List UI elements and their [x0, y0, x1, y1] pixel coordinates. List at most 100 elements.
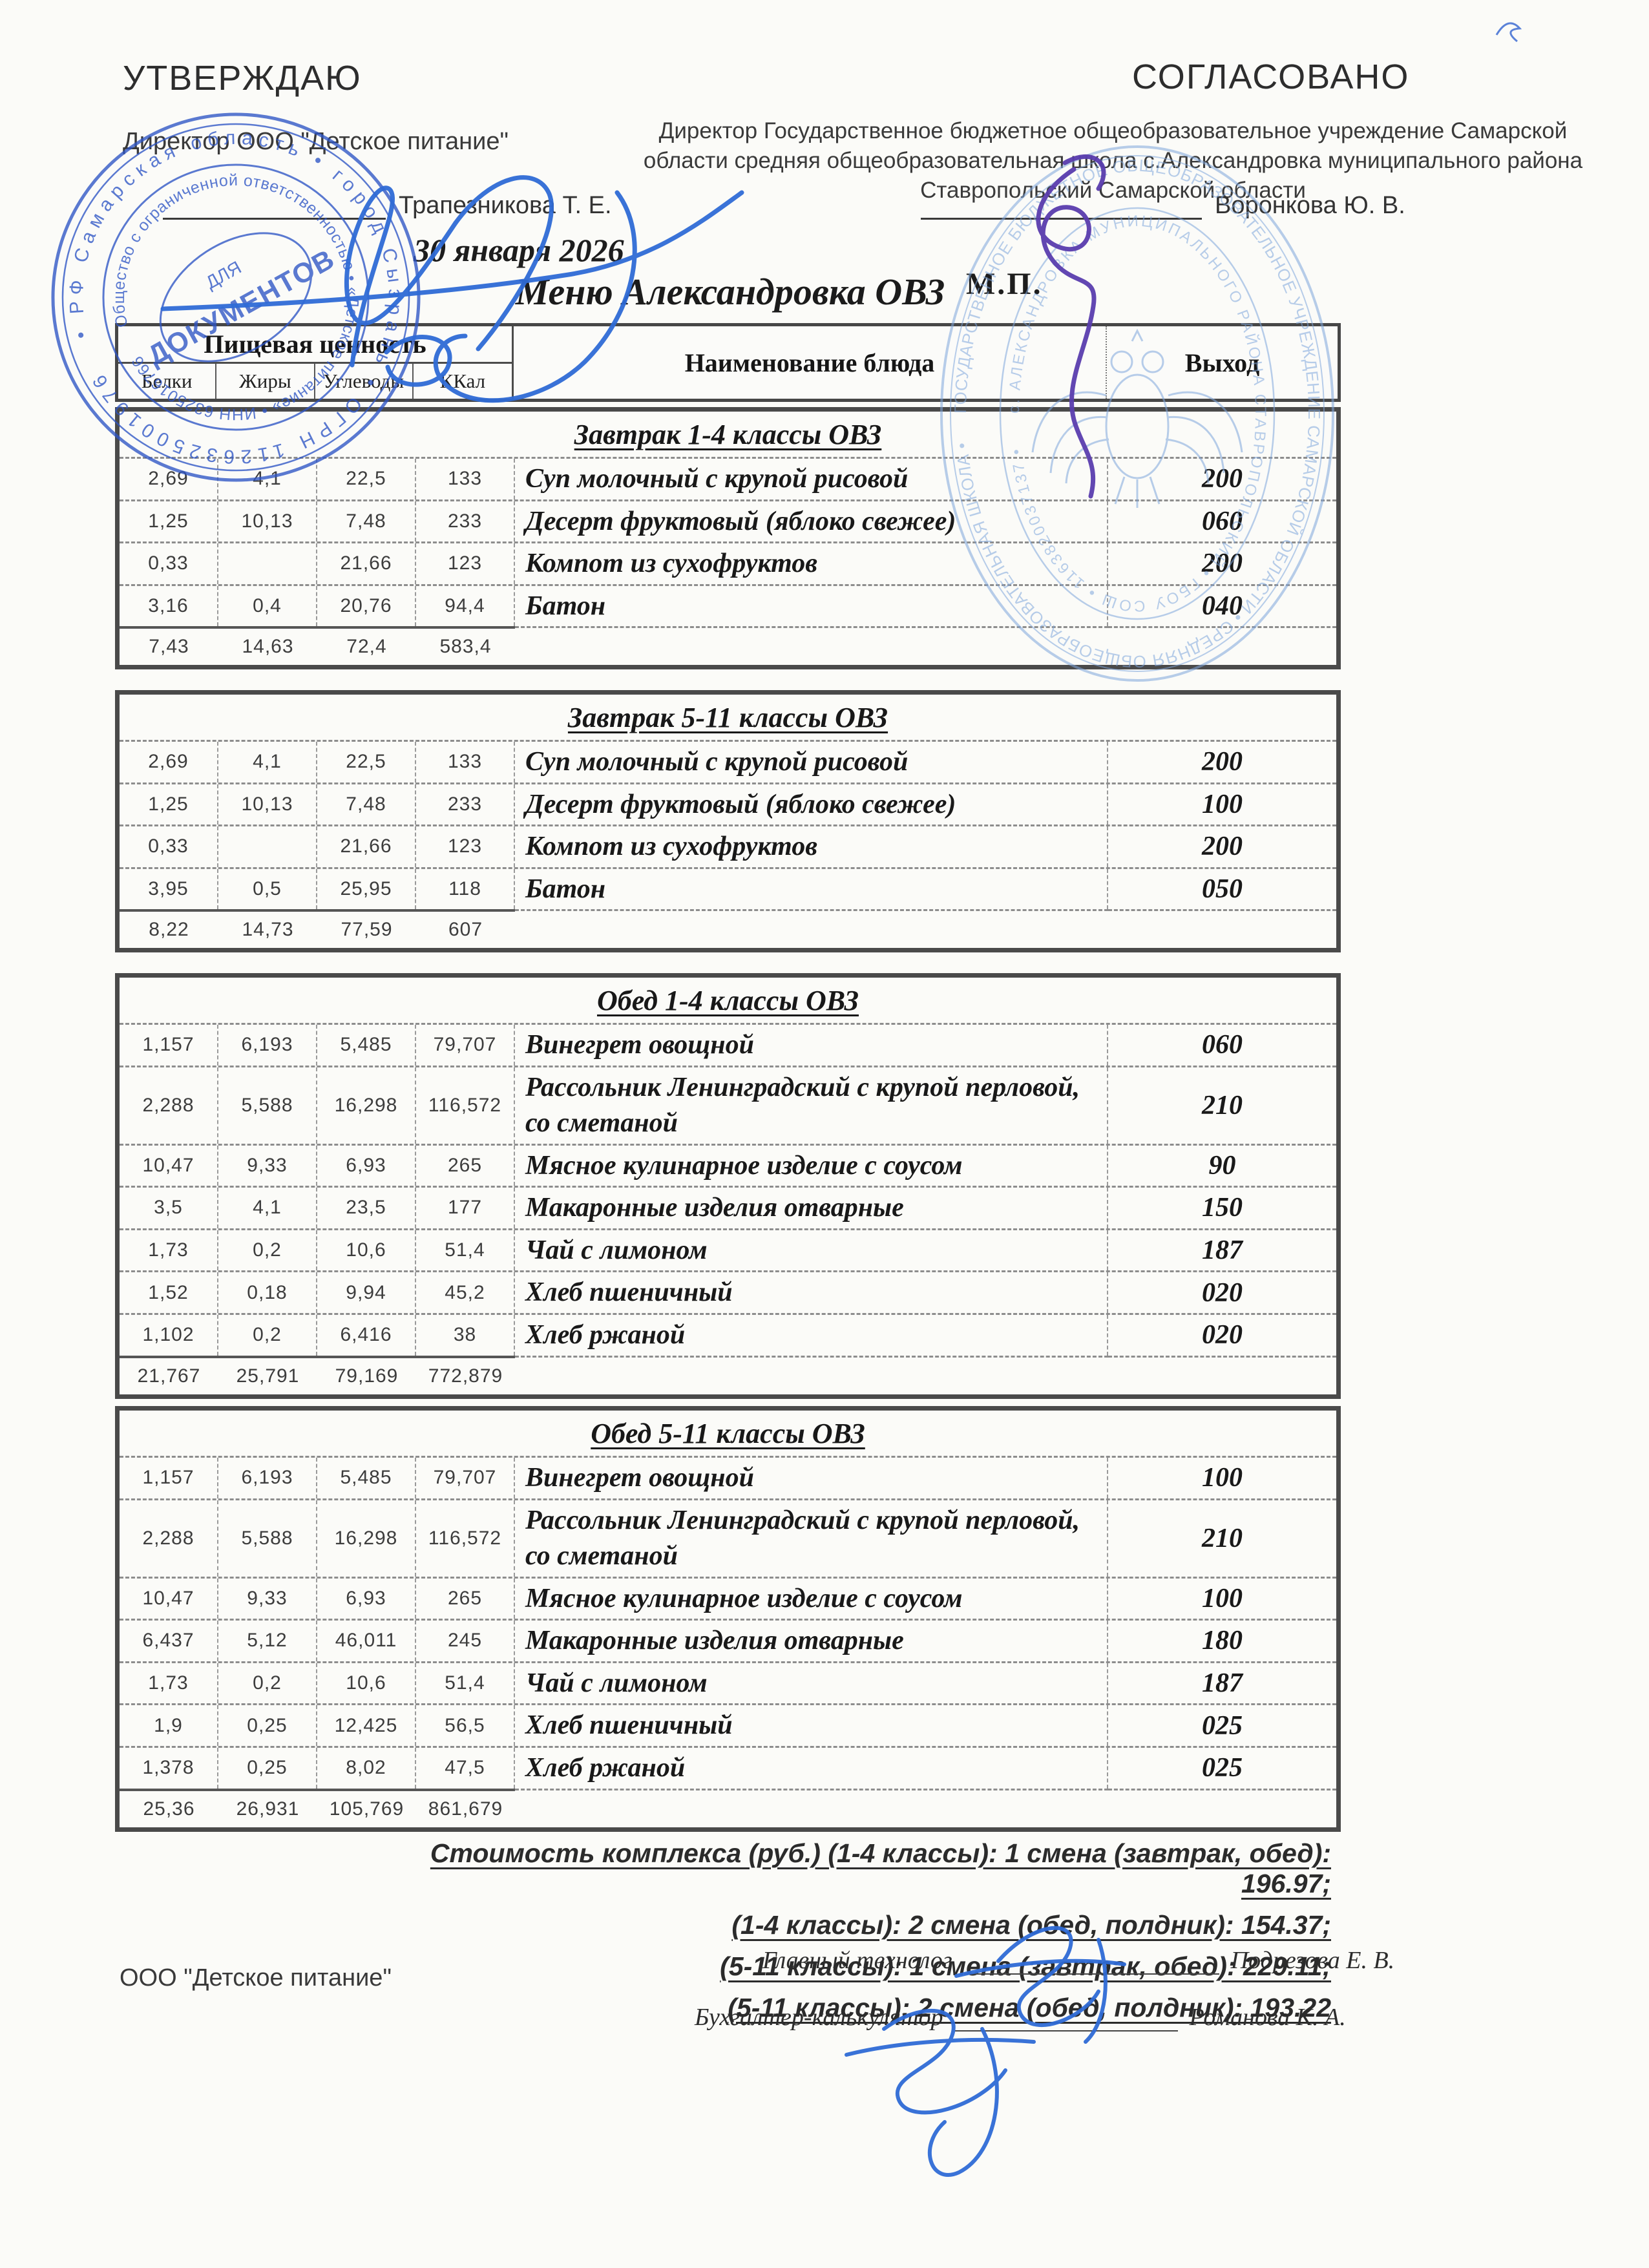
nutrition-value: 0,18	[218, 1272, 317, 1313]
output-weight: 200	[1202, 464, 1243, 494]
menu-row: 1,157 6,193 5,485 79,707 Винегрет овощной 100	[120, 1456, 1336, 1498]
output-weight: 025	[1202, 1753, 1243, 1783]
nutrition-value: 1,73	[120, 1663, 218, 1704]
output-weight: 060	[1202, 506, 1243, 536]
footer-role-accountant: Бухгалтер-калькулятор Романова К. А.	[695, 2003, 1346, 2032]
nutrition-value: 1,9	[120, 1705, 218, 1746]
menu-row: 2,288 5,588 16,298 116,572 Рассольник Ленинг…	[120, 1065, 1336, 1144]
footer-role-technologist: Главный технолог Подрезова Е. В.	[762, 1946, 1394, 1975]
nutrition-value: 25,95	[317, 868, 416, 910]
nutrition-value: 10,13	[218, 501, 317, 542]
menu-row: 1,378 0,25 8,02 47,5 Хлеб ржаной 025	[120, 1745, 1336, 1789]
section-title: Завтрак 5-11 классы ОВЗ	[567, 701, 888, 733]
menu-row: 6,437 5,12 46,011 245 Макаронные изделия отв…	[120, 1619, 1336, 1661]
dish-name: Компот из сухофруктов	[515, 543, 1108, 584]
col-output: Выход	[1184, 348, 1260, 377]
nutrition-value: 0,2	[218, 1663, 317, 1704]
output-weight: 020	[1202, 1277, 1243, 1308]
nutrition-value: 6,93	[317, 1145, 416, 1186]
dish-name: Винегрет овощной	[515, 1025, 1108, 1066]
nutrition-value: 0,33	[120, 826, 218, 867]
totals-value: 583,4	[416, 626, 515, 665]
nutrition-value: 1,25	[120, 784, 218, 825]
section-title: Завтрак 1-4 классы ОВЗ	[574, 418, 882, 450]
nutrition-value: 94,4	[416, 585, 515, 627]
nutrition-value: 116,572	[416, 1500, 515, 1577]
section-title-row: Завтрак 1-4 классы ОВЗ	[120, 412, 1336, 457]
nutrition-value: 0,33	[120, 543, 218, 584]
section-title: Обед 1-4 классы ОВЗ	[596, 984, 859, 1016]
totals-spacer	[1108, 1355, 1336, 1394]
totals-row: 7,43 14,63 72,4 583,4	[120, 626, 1336, 665]
nutrition-value: 5,485	[317, 1458, 416, 1498]
nutrition-value: 5,485	[317, 1025, 416, 1066]
menu-section: Обед 5-11 классы ОВЗ 1,157 6,193 5,485 79,70…	[115, 1406, 1341, 1832]
output-weight: 200	[1202, 549, 1243, 579]
col-carbs: Углеводы	[315, 364, 414, 399]
nutrition-value: 5,12	[218, 1621, 317, 1661]
nutrition-value: 4,1	[218, 459, 317, 499]
nutrition-value: 21,66	[317, 543, 416, 584]
output-weight: 025	[1202, 1710, 1243, 1741]
nutrition-value: 118	[416, 868, 515, 910]
totals-value: 77,59	[317, 909, 416, 948]
dish-name: Хлеб пшеничный	[515, 1705, 1108, 1746]
stamp-ring-text: Общество с ограниченной ответственностью…	[81, 143, 390, 452]
menu-row: 3,5 4,1 23,5 177 Макаронные изделия отварные…	[120, 1186, 1336, 1228]
approve-signer-name: Трапезникова Т. Е.	[399, 192, 612, 219]
agree-signer-name: Воронкова Ю. В.	[1215, 192, 1405, 219]
nutrition-value: 79,707	[416, 1458, 515, 1498]
nutrition-value: 10,47	[120, 1145, 218, 1186]
approve-role: Директор ООО "Детское питание"	[123, 128, 509, 155]
output-weight: 200	[1202, 832, 1243, 862]
dish-name: Десерт фруктовый (яблоко свежее)	[515, 501, 1108, 542]
totals-value: 21,767	[120, 1355, 218, 1394]
agree-signature-row: Воронкова Ю. В.	[921, 191, 1405, 220]
nutrition-value: 45,2	[416, 1272, 515, 1313]
nutrition-value: 10,6	[317, 1663, 416, 1704]
dish-name: Батон	[515, 868, 1108, 910]
menu-section: Обед 1-4 классы ОВЗ 1,157 6,193 5,485 79,707…	[115, 973, 1341, 1399]
menu-row: 3,16 0,4 20,76 94,4 Батон 040	[120, 583, 1336, 627]
menu-row: 2,69 4,1 22,5 133 Суп молочный с крупой рисо…	[120, 457, 1336, 499]
nutrition-value: 116,572	[416, 1067, 515, 1144]
totals-value: 607	[416, 909, 515, 948]
col-kcal: ККал	[439, 370, 486, 392]
dish-name: Рассольник Ленинградский с крупой перлов…	[515, 1067, 1108, 1144]
nutrition-value: 1,378	[120, 1747, 218, 1789]
nutrition-value: 2,288	[120, 1500, 218, 1577]
cost-line-text: Стоимость комплекса (руб.) (1-4 классы):…	[430, 1838, 1331, 1898]
nutrition-value: 2,69	[120, 742, 218, 782]
signature-line	[963, 1948, 1219, 1975]
output-weight: 210	[1202, 1090, 1243, 1120]
output-weight: 180	[1202, 1626, 1243, 1656]
totals-value: 14,63	[218, 626, 317, 665]
corner-ink-mark	[1495, 22, 1522, 43]
nutrition-value: 2,288	[120, 1067, 218, 1144]
dish-name: Хлеб ржаной	[515, 1314, 1108, 1356]
role-label: Бухгалтер-калькулятор	[695, 2004, 943, 2031]
dish-name: Макаронные изделия отварные	[515, 1621, 1108, 1661]
output-weight: 100	[1202, 1463, 1243, 1493]
approval-date: 30 января 2026	[414, 232, 624, 268]
totals-row: 8,22 14,73 77,59 607	[120, 909, 1336, 948]
menu-row: 10,47 9,33 6,93 265 Мясное кулинарное издели…	[120, 1143, 1336, 1186]
dish-name: Компот из сухофруктов	[515, 826, 1108, 867]
nutrition-value: 4,1	[218, 1188, 317, 1228]
nutrition-value: 6,437	[120, 1621, 218, 1661]
nutrition-value	[218, 826, 317, 867]
stamp-center-text: ДЛЯ	[202, 257, 244, 293]
nutrition-subcolumns: Белки Жиры Углеводы ККал	[118, 364, 512, 399]
nutrition-value: 3,16	[120, 585, 218, 627]
totals-value: 861,679	[416, 1788, 515, 1827]
menu-row: 1,157 6,193 5,485 79,707 Винегрет овощной 060	[120, 1023, 1336, 1066]
menu-row: 1,25 10,13 7,48 233 Десерт фруктовый (яблоко…	[120, 499, 1336, 542]
nutrition-column-group: Пищевая ценность Белки Жиры Углеводы ККа…	[118, 326, 514, 399]
output-weight: 100	[1202, 1583, 1243, 1613]
menu-row: 1,52 0,18 9,94 45,2 Хлеб пшеничный 020	[120, 1270, 1336, 1313]
totals-value: 26,931	[218, 1788, 317, 1827]
nutrition-value: 23,5	[317, 1188, 416, 1228]
output-weight: 150	[1202, 1193, 1243, 1223]
menu-row: 1,9 0,25 12,425 56,5 Хлеб пшеничный 025	[120, 1703, 1336, 1746]
nutrition-value: 51,4	[416, 1230, 515, 1271]
